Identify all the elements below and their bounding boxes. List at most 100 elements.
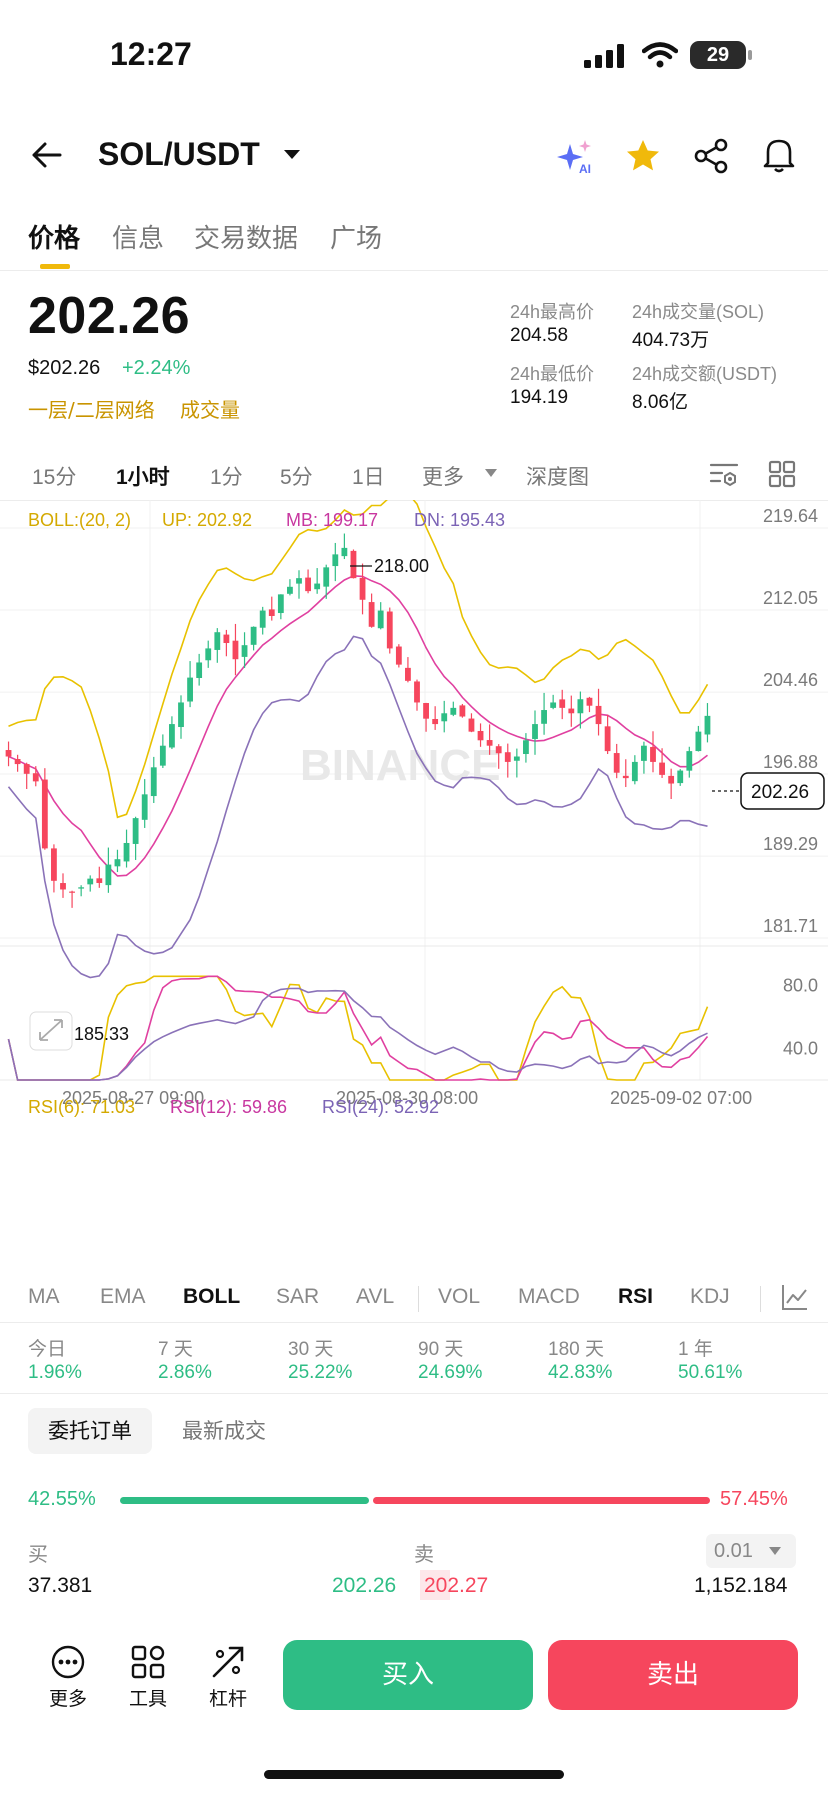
candle-body [232, 640, 239, 660]
candle-body [432, 718, 439, 725]
perf-label: 30 天 [288, 1339, 334, 1360]
candle-body [23, 764, 30, 774]
stat-vol-base-label: 24h成交量(SOL) [632, 302, 765, 322]
indicator-boll[interactable]: BOLL [183, 1285, 241, 1308]
precision-caret-icon[interactable] [768, 1546, 782, 1556]
candle-body [187, 677, 193, 702]
candle-body [450, 707, 457, 715]
tool-margin[interactable]: 杠杆 [188, 1644, 268, 1711]
candle-body [268, 609, 275, 616]
indicator-settings-icon[interactable] [780, 1282, 810, 1312]
back-arrow-icon[interactable] [30, 140, 64, 170]
tab-square[interactable]: 广场 [330, 224, 383, 254]
indicator-divider [418, 1286, 419, 1312]
tab-trading-data[interactable]: 交易数据 [194, 224, 299, 254]
perf-label: 今日 [28, 1339, 67, 1360]
candle-body [350, 550, 357, 579]
tab-latest-trades[interactable]: 最新成交 [182, 1419, 266, 1443]
boll-upper-line [8, 500, 709, 819]
dropdown-caret-icon[interactable] [282, 148, 302, 162]
bid-price[interactable]: 202.26 [332, 1574, 397, 1597]
star-icon[interactable] [625, 138, 661, 174]
tab-order-book[interactable]: 委托订单 [28, 1408, 152, 1454]
pair-selector[interactable]: SOL/USDT [98, 136, 260, 172]
timeframe-1h[interactable]: 1小时 [116, 466, 170, 489]
share-icon[interactable] [694, 138, 730, 174]
indicator-macd[interactable]: MACD [518, 1285, 580, 1308]
ask-price[interactable]: 202.27 [424, 1574, 489, 1597]
tool-margin-label: 杠杆 [208, 1688, 247, 1710]
candle-body [441, 713, 448, 722]
timeframe-15m[interactable]: 15分 [32, 466, 77, 489]
sell-button[interactable]: 卖出 [548, 1640, 798, 1710]
indicator-sar[interactable]: SAR [276, 1285, 320, 1308]
timeframe-5m[interactable]: 5分 [280, 466, 313, 489]
candle-body [613, 753, 620, 773]
candle-body [87, 878, 94, 885]
current-price-value: 202.26 [751, 782, 809, 803]
tab-price[interactable]: 价格 [28, 224, 81, 254]
ai-sparkle-icon[interactable]: AI [556, 138, 598, 176]
price-axis-label: 189.29 [763, 834, 818, 854]
tool-tools[interactable]: 工具 [108, 1644, 188, 1711]
candle-body [32, 773, 39, 782]
timeframe-1m[interactable]: 1分 [210, 466, 243, 489]
tab-info[interactable]: 信息 [112, 224, 165, 254]
tools-grid-icon [131, 1645, 165, 1679]
perf-value: 2.86% [158, 1362, 212, 1383]
indicator-ma[interactable]: MA [28, 1285, 60, 1308]
tag-layer-network[interactable]: 一层/二层网络 [28, 398, 155, 422]
candle-body [595, 705, 602, 725]
candlestick-chart[interactable]: BINANCE 219.64 212.05 204.46 196.88 189.29 18… [0, 500, 828, 1245]
candle-body [631, 761, 638, 782]
rsi24-line [7, 987, 708, 1081]
candle-body [386, 611, 393, 649]
candle-body [550, 702, 557, 708]
rsi12-line [7, 975, 709, 1081]
rsi12-legend-label: RSI(12): 59.86 [170, 1097, 288, 1117]
cellular-signal-icon [584, 44, 624, 68]
timeframe-more[interactable]: 更多 [422, 466, 464, 489]
candle-body [287, 586, 293, 594]
candle-body [250, 626, 257, 645]
perf-label: 180 天 [548, 1339, 604, 1360]
candle-body [132, 818, 139, 844]
candle-body [577, 699, 584, 714]
candle-body [178, 702, 184, 728]
bell-icon[interactable] [762, 136, 796, 174]
indicator-kdj[interactable]: KDJ [690, 1285, 730, 1308]
candle-body [341, 547, 348, 557]
indicator-rsi[interactable]: RSI [618, 1285, 654, 1308]
indicator-avl[interactable]: AVL [356, 1285, 395, 1308]
candle-body [541, 710, 547, 724]
perf-label: 1 年 [678, 1339, 713, 1360]
perf-label: 7 天 [158, 1339, 193, 1360]
candle-body [169, 724, 175, 748]
more-caret-icon[interactable] [484, 468, 498, 478]
watermark: BINANCE [300, 741, 500, 790]
buy-button[interactable]: 买入 [283, 1640, 533, 1710]
candle-body [377, 610, 384, 629]
timeframe-1d[interactable]: 1日 [352, 466, 385, 489]
chart-settings-icon[interactable] [708, 460, 740, 488]
candle-body [368, 602, 375, 627]
candle-body [559, 699, 566, 708]
candle-body [359, 577, 366, 600]
candle-body [314, 583, 321, 590]
boll-legend-up: UP: 202.92 [162, 510, 252, 530]
tag-volume[interactable]: 成交量 [180, 398, 240, 422]
indicator-ema[interactable]: EMA [100, 1285, 146, 1308]
tool-more-label: 更多 [48, 1688, 87, 1710]
layout-grid-icon[interactable] [768, 460, 796, 488]
candle-body [468, 718, 475, 732]
depth-chart-tab[interactable]: 深度图 [526, 466, 589, 489]
tool-more[interactable]: 更多 [28, 1644, 108, 1711]
candle-body [568, 708, 575, 714]
indicator-vol[interactable]: VOL [438, 1285, 481, 1308]
precision-select[interactable]: 0.01 [706, 1534, 796, 1568]
ask-quantity: 1,152.184 [694, 1574, 788, 1597]
candle-body [69, 891, 75, 893]
price-axis-label: 212.05 [763, 588, 818, 608]
candle-body [532, 724, 538, 739]
indicator-divider [760, 1286, 761, 1312]
